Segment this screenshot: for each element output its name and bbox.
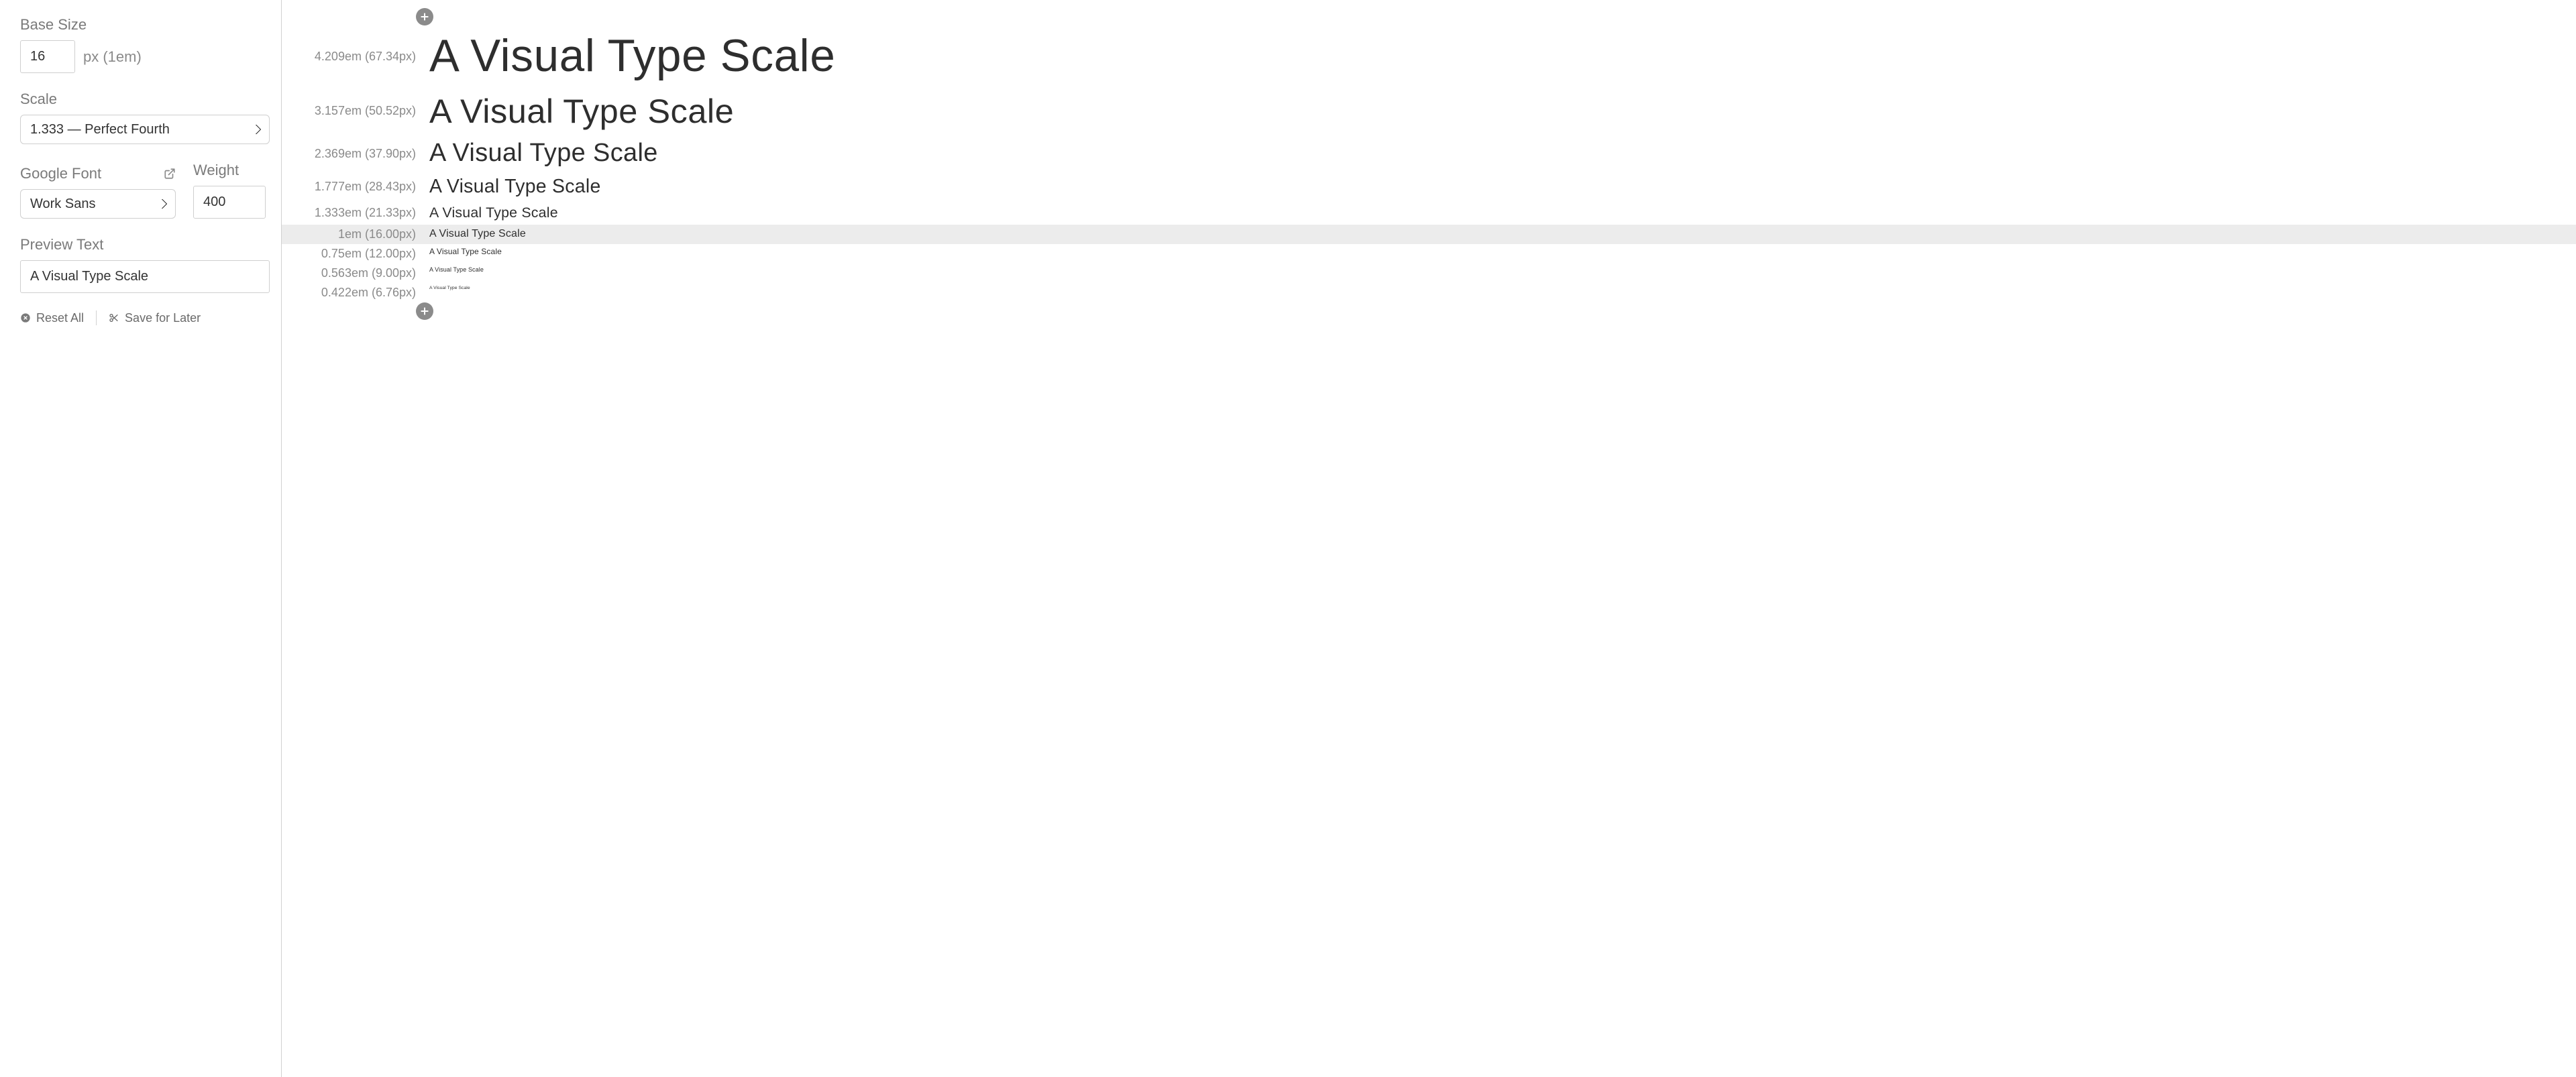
sidebar-footer: Reset All Save for Later <box>20 310 261 325</box>
scale-row[interactable]: 3.157em (50.52px)A Visual Type Scale <box>282 87 2576 135</box>
scale-meta: 1.777em (28.43px) <box>282 180 429 194</box>
scale-meta: 2.369em (37.90px) <box>282 147 429 161</box>
base-size-label: Base Size <box>20 16 261 34</box>
close-circle-icon <box>20 313 31 323</box>
scale-row[interactable]: 2.369em (37.90px)A Visual Type Scale <box>282 135 2576 172</box>
base-size-group: Base Size px (1em) <box>20 16 261 73</box>
scale-sample: A Visual Type Scale <box>429 227 526 241</box>
font-weight-row: Google Font Work Sans We <box>20 162 261 219</box>
preview-text-label: Preview Text <box>20 236 261 253</box>
add-size-bottom-button[interactable] <box>416 302 433 320</box>
preview-panel: 4.209em (67.34px)A Visual Type Scale3.15… <box>282 0 2576 1077</box>
scale-row[interactable]: 1.333em (21.33px)A Visual Type Scale <box>282 201 2576 225</box>
scale-select[interactable]: 1.333 — Perfect Fourth <box>20 115 270 144</box>
base-size-input[interactable] <box>20 40 75 73</box>
scale-select-wrap: 1.333 — Perfect Fourth <box>20 115 270 144</box>
base-size-suffix: px (1em) <box>83 48 142 66</box>
scissors-icon <box>109 313 119 323</box>
scale-row[interactable]: 0.422em (6.76px)A Visual Type Scale <box>282 283 2576 302</box>
app-root: Base Size px (1em) Scale 1.333 — Perfect… <box>0 0 2576 1077</box>
scale-row[interactable]: 1.777em (28.43px)A Visual Type Scale <box>282 172 2576 202</box>
add-row-top <box>282 8 2576 25</box>
google-font-label-row: Google Font <box>20 165 176 182</box>
external-link-icon[interactable] <box>164 168 176 180</box>
scale-meta: 0.75em (12.00px) <box>282 247 429 261</box>
google-font-group: Google Font Work Sans <box>20 165 176 219</box>
scale-row[interactable]: 0.563em (9.00px)A Visual Type Scale <box>282 264 2576 283</box>
save-for-later-label: Save for Later <box>125 311 201 325</box>
google-font-select[interactable]: Work Sans <box>20 189 176 219</box>
scale-label: Scale <box>20 91 261 108</box>
google-font-label: Google Font <box>20 165 101 182</box>
scale-group: Scale 1.333 — Perfect Fourth <box>20 91 261 144</box>
scale-row[interactable]: 0.75em (12.00px)A Visual Type Scale <box>282 244 2576 264</box>
settings-sidebar: Base Size px (1em) Scale 1.333 — Perfect… <box>0 0 282 1077</box>
plus-icon <box>419 11 430 22</box>
weight-group: Weight <box>193 162 266 219</box>
reset-all-button[interactable]: Reset All <box>20 311 84 325</box>
scale-meta: 1em (16.00px) <box>282 227 429 241</box>
preview-text-input[interactable] <box>20 260 270 293</box>
scale-row[interactable]: 1em (16.00px)A Visual Type Scale <box>282 225 2576 244</box>
scale-sample: A Visual Type Scale <box>429 137 658 169</box>
scale-rows: 4.209em (67.34px)A Visual Type Scale3.15… <box>282 25 2576 302</box>
scale-meta: 4.209em (67.34px) <box>282 50 429 64</box>
weight-input[interactable] <box>193 186 266 219</box>
add-size-top-button[interactable] <box>416 8 433 25</box>
scale-sample: A Visual Type Scale <box>429 247 502 257</box>
scale-sample: A Visual Type Scale <box>429 90 734 132</box>
scale-sample: A Visual Type Scale <box>429 286 470 291</box>
scale-meta: 1.333em (21.33px) <box>282 206 429 220</box>
scale-meta: 0.563em (9.00px) <box>282 266 429 280</box>
reset-all-label: Reset All <box>36 311 84 325</box>
plus-icon <box>419 306 430 317</box>
save-for-later-button[interactable]: Save for Later <box>109 311 201 325</box>
scale-sample: A Visual Type Scale <box>429 175 601 199</box>
add-row-bottom <box>282 302 2576 320</box>
scale-sample: A Visual Type Scale <box>429 204 558 222</box>
scale-row[interactable]: 4.209em (67.34px)A Visual Type Scale <box>282 25 2576 87</box>
scale-sample: A Visual Type Scale <box>429 28 835 84</box>
scale-meta: 0.422em (6.76px) <box>282 286 429 300</box>
weight-label: Weight <box>193 162 266 179</box>
scale-sample: A Visual Type Scale <box>429 266 484 274</box>
preview-text-group: Preview Text <box>20 236 261 293</box>
footer-divider <box>96 310 97 325</box>
font-select-wrap: Work Sans <box>20 189 176 219</box>
base-size-row: px (1em) <box>20 40 261 73</box>
scale-meta: 3.157em (50.52px) <box>282 104 429 118</box>
